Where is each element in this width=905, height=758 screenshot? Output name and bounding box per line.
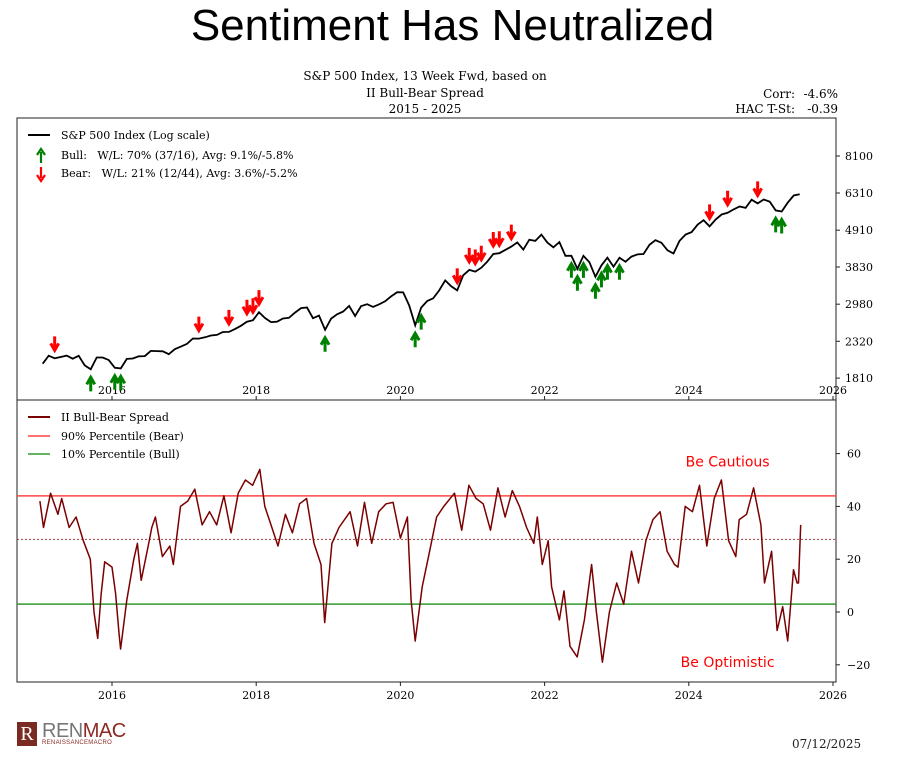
x-tick-label: 2024 xyxy=(675,689,703,702)
x-tick-label: 2020 xyxy=(386,384,414,397)
y-tick-label: 60 xyxy=(847,448,861,461)
y-tick-label: 20 xyxy=(847,553,861,566)
y-tick-label: 3830 xyxy=(845,261,873,274)
legend-p90-label: 90% Percentile (Bear) xyxy=(61,430,184,443)
hac-label: HAC T-St: xyxy=(735,102,795,116)
legend-bear-arrow-icon xyxy=(36,167,46,183)
report-date: 07/12/2025 xyxy=(792,737,862,751)
renmac-logo-subtitle: RENAISSANCEMACRO xyxy=(42,740,113,746)
bull-signal-arrow xyxy=(572,273,583,291)
y-tick-label: −20 xyxy=(847,659,870,672)
sp500-line xyxy=(41,193,800,371)
top-plot: 1810 2320 2980 3830 4910 6310 8100 2016 2018 2020… xyxy=(41,150,873,400)
y-tick-label: 0 xyxy=(847,606,854,619)
x-tick-label: 2020 xyxy=(386,689,414,702)
y-tick-label: 1810 xyxy=(845,372,873,385)
legend-p10-label: 10% Percentile (Bull) xyxy=(61,448,180,461)
renmac-logo-mark: R xyxy=(17,722,37,746)
chart-header: S&P 500 Index, 13 Week Fwd, based on II … xyxy=(303,69,838,116)
bear-signal-arrow xyxy=(475,245,487,263)
logo-text-mac: MAC xyxy=(82,720,126,742)
legend-bull-label: Bull: W/L: 70% (37/16), Avg: 9.1%/-5.8% xyxy=(61,149,293,162)
y-tick-label: 6310 xyxy=(845,187,873,200)
bull-signal-arrow xyxy=(602,262,613,280)
bear-signal-arrow xyxy=(752,181,763,199)
x-tick-label: 2022 xyxy=(531,384,559,397)
renmac-logo-text: RENMAC xyxy=(42,720,126,743)
hac-value: -0.39 xyxy=(807,102,838,116)
y-tick-label: 4910 xyxy=(845,224,873,237)
annotation-be-cautious: Be Cautious xyxy=(686,455,770,471)
bull-signal-arrow xyxy=(115,373,127,391)
chart-title-line-1: S&P 500 Index, 13 Week Fwd, based on xyxy=(303,69,547,83)
legend-bear-label: Bear: W/L: 21% (12/44), Avg: 3.6%/-5.2% xyxy=(61,167,298,180)
bear-signal-arrow xyxy=(49,336,60,354)
bottom-legend: II Bull-Bear Spread 90% Percentile (Bear… xyxy=(28,411,184,461)
bottom-panel-frame xyxy=(16,399,837,683)
y-tick-label: 40 xyxy=(847,500,861,513)
page-title: Sentiment Has Neutralized xyxy=(190,1,715,50)
corr-label: Corr: xyxy=(763,87,795,101)
y-tick-label: 8100 xyxy=(845,150,873,163)
bull-bear-spread-line xyxy=(39,468,802,663)
annotation-be-optimistic: Be Optimistic xyxy=(681,655,775,671)
bull-signal-arrow xyxy=(578,260,589,278)
bull-signal-arrow xyxy=(614,262,625,280)
bear-signal-arrow xyxy=(506,224,517,242)
bear-signal-arrow xyxy=(247,298,259,316)
bottom-plot: −20 0 20 40 60 2016 2018 2020 2022 2024 2026 xyxy=(17,448,870,702)
bear-signal-arrow xyxy=(469,249,481,267)
chart-title-line-3: 2015 - 2025 xyxy=(389,102,462,116)
bull-signal-arrow xyxy=(85,374,97,392)
legend-price-label: S&P 500 Index (Log scale) xyxy=(61,129,210,142)
y-tick-label: 2980 xyxy=(845,298,873,311)
bull-signal-arrow xyxy=(590,281,601,299)
bull-signal-arrow xyxy=(319,334,331,352)
bull-signal-arrow xyxy=(409,330,421,348)
bear-signal-arrow xyxy=(493,231,505,249)
corr-value: -4.6% xyxy=(803,87,838,101)
legend-bull-arrow-icon xyxy=(36,147,46,163)
x-tick-label: 2018 xyxy=(242,689,270,702)
x-tick-label: 2024 xyxy=(675,384,703,397)
y-tick-label: 2320 xyxy=(845,335,873,348)
bear-signal-arrow xyxy=(253,290,265,308)
x-tick-label: 2026 xyxy=(819,384,847,397)
top-legend: S&P 500 Index (Log scale) Bull: W/L: 70%… xyxy=(28,129,298,183)
chart-title-line-2: II Bull-Bear Spread xyxy=(366,86,484,100)
bear-signal-arrow xyxy=(722,190,733,208)
legend-spread-label: II Bull-Bear Spread xyxy=(61,411,169,424)
bear-signal-arrow xyxy=(193,316,205,334)
x-tick-label: 2016 xyxy=(98,689,126,702)
bull-signal-arrow xyxy=(596,270,607,288)
bull-signal-arrow xyxy=(776,216,787,234)
logo-text-ren: REN xyxy=(42,720,83,742)
x-tick-label: 2018 xyxy=(242,384,270,397)
x-tick-label: 2026 xyxy=(819,689,847,702)
x-tick-label: 2022 xyxy=(531,689,559,702)
x-tick-label: 2016 xyxy=(98,384,126,397)
bear-signal-arrow xyxy=(223,309,235,327)
bull-signal-arrow xyxy=(566,260,577,278)
bear-signal-arrow xyxy=(704,204,715,222)
bull-signal-arrow xyxy=(415,312,427,330)
bear-signal-arrow xyxy=(451,268,463,286)
